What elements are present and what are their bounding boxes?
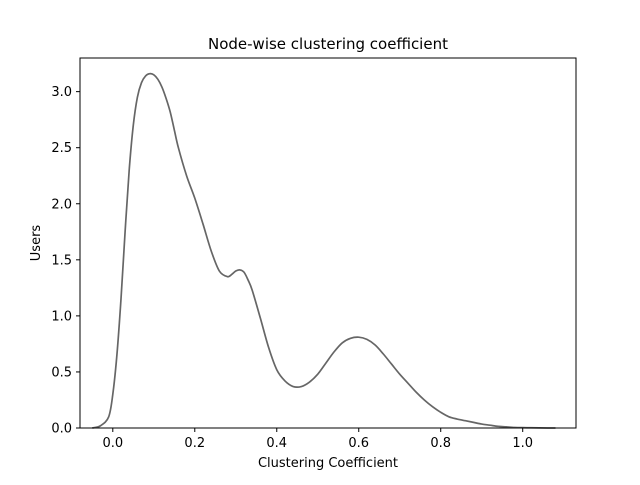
x-tick-label: 1.0	[512, 436, 533, 451]
x-axis-label: Clustering Coefficient	[258, 456, 398, 471]
x-tick-label: 0.0	[102, 436, 123, 451]
x-axis: 0.0 0.2 0.4 0.6 0.8 1.0	[102, 428, 533, 451]
y-tick-label: 0.5	[51, 365, 72, 380]
plot-layer	[92, 72, 556, 429]
x-tick-label: 0.4	[266, 436, 287, 451]
x-tick-label: 0.2	[184, 436, 205, 451]
density-curve	[92, 72, 556, 429]
y-tick-label: 3.0	[51, 85, 72, 100]
y-axis-label: Users	[29, 225, 44, 262]
y-axis: 0.0 0.5 1.0 1.5 2.0 2.5 3.0	[51, 85, 80, 437]
x-tick-label: 0.6	[348, 436, 369, 451]
chart-title: Node-wise clustering coefficient	[208, 35, 448, 53]
y-tick-label: 2.5	[51, 141, 72, 156]
y-tick-label: 2.0	[51, 197, 72, 212]
y-tick-label: 1.0	[51, 309, 72, 324]
plot-frame	[79, 57, 577, 429]
y-tick-label: 0.0	[51, 422, 72, 437]
x-tick-label: 0.8	[430, 436, 451, 451]
y-tick-label: 1.5	[51, 253, 72, 268]
